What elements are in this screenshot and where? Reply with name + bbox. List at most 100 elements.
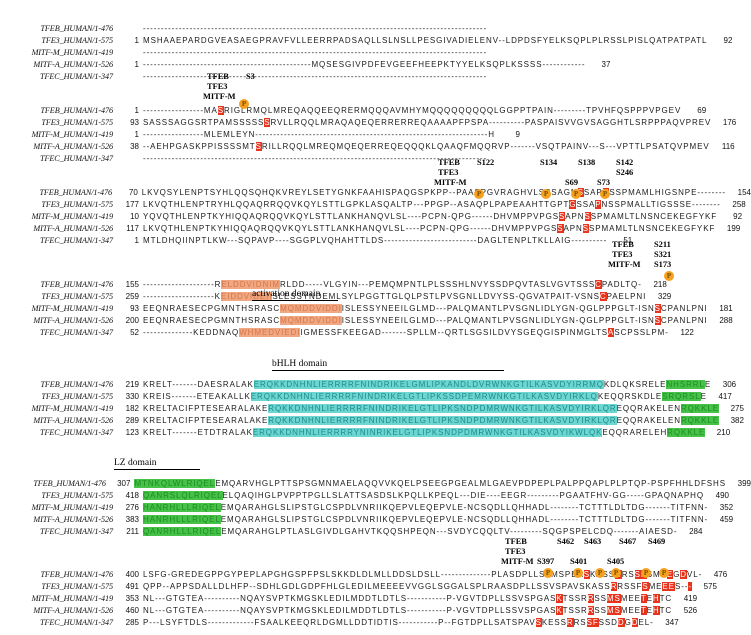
end-residue-number: 92 — [733, 211, 743, 221]
alignment-row: TFEB_HUMAN/1-476 70 LKVQSYLENPTSYHLQQSQHQK… — [0, 186, 751, 198]
site-annotation-label: TFEB — [207, 72, 229, 81]
alignment-row: TFEB_HUMAN/1-476 400 LSFG-GREDEGPPGYPEPLAP… — [0, 568, 751, 580]
end-residue-number: 92 — [723, 35, 733, 45]
alignment-row: TFE3_HUMAN/1-575 330 KREIS-------ETEAKALLK… — [0, 390, 751, 402]
end-residue-number: 258 — [732, 199, 746, 209]
site-annotation-label: S467 — [619, 537, 637, 546]
end-residue-number: 306 — [722, 379, 737, 389]
sequence-name: TFE3_HUMAN/1-575 — [41, 199, 113, 209]
site-annotation-label: TFEB — [438, 158, 460, 167]
alignment-row: TFE3_HUMAN/1-575 491 QPP--APPSDALLDLHFP--S… — [0, 580, 751, 592]
start-residue-number: 1 — [134, 35, 139, 45]
start-residue-number: 177 — [125, 199, 139, 209]
phospho-marker-icon: P — [595, 568, 605, 578]
sequence-name: MITF-A_HUMAN/1-526 — [33, 605, 113, 615]
alignment-row: MITF-A_HUMAN/1-526 200 EEQNRAESECPGMNTHSRA… — [0, 314, 751, 326]
alignment-row: MITF-A_HUMAN/1-526 117 LKVQTHLENPTKYHIQQAQ… — [0, 222, 751, 234]
residue-sequence: NL---GTGTEA----------NQAYSVPTKMGSKLEDILM… — [143, 593, 673, 603]
start-residue-number: 285 — [125, 617, 139, 627]
alignment-row: TFEC_HUMAN/1-347 285 P---LSYFTDLS---------… — [0, 616, 751, 628]
residue-sequence: EEQNRAESECPGMNTHSRASCMQMDDVIDDIISLESSYNE… — [143, 315, 708, 325]
sequence-name: TFEB_HUMAN/1-476 — [40, 379, 113, 389]
alignment-row: TFEC_HUMAN/1-347 ------------------------… — [0, 70, 751, 82]
site-annotation-label: S122 — [477, 158, 495, 167]
sequence-name: TFEC_HUMAN/1-347 — [40, 427, 113, 437]
start-residue-number: 70 — [128, 187, 138, 197]
domain-bracket — [252, 300, 338, 301]
start-residue-number: 1 — [134, 59, 139, 69]
alignment-row: TFEB_HUMAN/1-476 155 --------------------R… — [0, 278, 751, 290]
sequence-name: MITF-M_HUMAN/1-419 — [31, 303, 114, 313]
start-residue-number: 93 — [130, 303, 139, 313]
residue-sequence: MTNKQLWLRIQELEMQARVHGLPTTSPSGMNMAELAQQVV… — [134, 478, 726, 488]
alignment-row: MITF-M_HUMAN/1-419 276 HANRHLLLRIQELEMQARA… — [0, 501, 751, 513]
end-residue-number: 69 — [697, 105, 707, 115]
start-residue-number: 460 — [125, 605, 139, 615]
end-residue-number: 382 — [730, 415, 744, 425]
alignment-row: MITF-A_HUMAN/1-526 289 KRELTACIFPTESEARALA… — [0, 414, 751, 426]
alignment-row: MITF-A_HUMAN/1-526 460 NL---GTGTEA--------… — [0, 604, 751, 616]
start-residue-number: 491 — [125, 581, 139, 591]
site-annotation-label: S142 — [616, 158, 634, 167]
sequence-name: TFEC_HUMAN/1-347 — [40, 71, 113, 81]
alignment-row: TFEC_HUMAN/1-347 123 KRELT-------ETDTRALAK… — [0, 426, 751, 438]
site-annotation-label: S401 — [570, 557, 588, 566]
start-residue-number: 289 — [125, 415, 139, 425]
site-annotation-label: S463 — [584, 537, 602, 546]
start-residue-number: 38 — [130, 141, 139, 151]
residue-sequence: ----------------------------------------… — [143, 71, 488, 81]
residue-sequence: ----------------------------------------… — [143, 59, 586, 69]
site-annotation-label: TFEB — [612, 240, 634, 249]
sequence-name: MITF-M_HUMAN/1-419 — [31, 502, 114, 512]
phospho-marker-icon: P — [573, 568, 583, 578]
domain-bracket — [272, 370, 504, 371]
start-residue-number: 155 — [125, 279, 139, 289]
start-residue-number: 200 — [125, 315, 139, 325]
phospho-marker-icon: P — [541, 189, 551, 199]
alignment-row: TFEC_HUMAN/1-347 1 MTLDHQIINPTLKW---SQPAVP… — [0, 234, 751, 246]
residue-sequence: QPP--APPSDALLDLHFP--SDHLGDLGDPFHLGLEDILM… — [143, 581, 692, 591]
residue-sequence: ----------------------------------------… — [143, 23, 488, 33]
start-residue-number: 383 — [125, 514, 139, 524]
start-residue-number: 219 — [125, 379, 139, 389]
sequence-name: MITF-A_HUMAN/1-526 — [33, 59, 113, 69]
sequence-name: MITF-M_HUMAN/1-419 — [31, 593, 114, 603]
residue-sequence: QANRHLLLRIQELEMQARAHGLPTLASLGIVDLGAHVTKQ… — [143, 526, 678, 536]
residue-sequence: P---LSYFTDLS-------------FSAALKEEQRLDGML… — [143, 617, 654, 627]
sequence-name: MITF-A_HUMAN/1-526 — [33, 141, 113, 151]
end-residue-number: 37 — [601, 59, 611, 69]
sequence-name: MITF-M_HUMAN/1-419 — [31, 211, 114, 221]
start-residue-number: 1 — [134, 129, 139, 139]
sequence-name: TFEC_HUMAN/1-347 — [40, 617, 113, 627]
sequence-name: TFE3_HUMAN/1-575 — [41, 490, 113, 500]
end-residue-number: 526 — [683, 605, 698, 615]
residue-sequence: KRELT-------DAESRALAKERQKKDNHNLIERRRRFNI… — [143, 379, 712, 389]
start-residue-number: 211 — [126, 526, 139, 536]
end-residue-number: 459 — [719, 514, 734, 524]
start-residue-number: 418 — [125, 490, 139, 500]
alignment-row: TFEB_HUMAN/1-476 307 MTNKQLWLRIQELEMQARVHG… — [0, 477, 751, 489]
site-annotation-label: S138 — [578, 158, 596, 167]
end-residue-number: 288 — [719, 315, 733, 325]
sequence-name: TFE3_HUMAN/1-575 — [41, 291, 113, 301]
end-residue-number: 575 — [703, 581, 717, 591]
phospho-marker-icon: P — [239, 99, 249, 109]
alignment-row: TFE3_HUMAN/1-575 1 MSHAAEPARDGVEASAEGPRAVF… — [0, 34, 751, 46]
sequence-name: TFEB_HUMAN/1-476 — [39, 187, 112, 197]
site-annotation-label: S462 — [557, 537, 575, 546]
alignment-block: TFEB_HUMAN/1-476 70 LKVQSYLENPTSYHLQQSQHQK… — [0, 186, 751, 246]
site-annotation-label: S3 — [246, 72, 255, 81]
start-residue-number: 10 — [130, 211, 139, 221]
end-residue-number: 9 — [515, 129, 520, 139]
phospho-marker-icon: P — [664, 271, 674, 281]
sequence-name: TFE3_HUMAN/1-575 — [41, 581, 113, 591]
sequence-name: TFE3_HUMAN/1-575 — [41, 391, 113, 401]
site-annotation-label: S397 — [537, 557, 555, 566]
site-annotation-label: S134 — [540, 158, 558, 167]
site-annotation-label: S469 — [648, 537, 666, 546]
phospho-marker-icon: P — [659, 568, 669, 578]
residue-sequence: MTLDHQIINPTLKW---SQPAVP----SGGPLVQHAHTTL… — [143, 235, 608, 245]
sequence-name: TFEC_HUMAN/1-347 — [40, 526, 113, 536]
alignment-row: TFEC_HUMAN/1-347 ------------------------… — [0, 152, 751, 164]
